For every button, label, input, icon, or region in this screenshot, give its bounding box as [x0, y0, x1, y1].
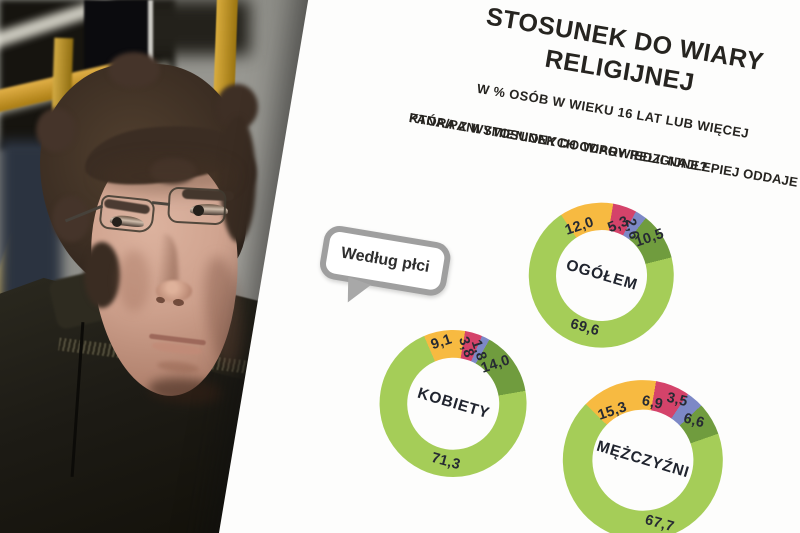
- donut-chart-kobiety: KOBIETY 3,8 1,8 14,0 71,3 9,1: [368, 318, 538, 489]
- nose-tip: [156, 280, 192, 302]
- hair-curl: [36, 108, 76, 152]
- glasses-lens: [167, 186, 227, 226]
- hair-side: [220, 116, 256, 242]
- forehead-shadow: [98, 158, 234, 194]
- gender-callout-label: Według płci: [339, 244, 431, 277]
- hair-curl: [108, 52, 160, 88]
- donut-chart-mezczyzni: MĘŻCZYŹNI 6,9 3,5 6,6 67,7 15,3: [550, 367, 735, 533]
- glasses-lens: [98, 194, 156, 234]
- bubble-tail: [340, 277, 371, 308]
- hair-curl: [150, 158, 196, 184]
- cheek-shadow: [118, 250, 150, 312]
- donut-chart-ogolem: OGÓŁEM 5,3 2,6 10,5 69,6 12,0: [517, 191, 685, 359]
- gender-callout-bubble: Według płci: [317, 223, 453, 308]
- iris: [112, 217, 122, 227]
- iris: [193, 205, 204, 216]
- hair-sideburn: [84, 242, 120, 308]
- infographic-header: STOSUNEK DO WIARY RELIGIJNEJ W % OSÓB W …: [408, 0, 800, 189]
